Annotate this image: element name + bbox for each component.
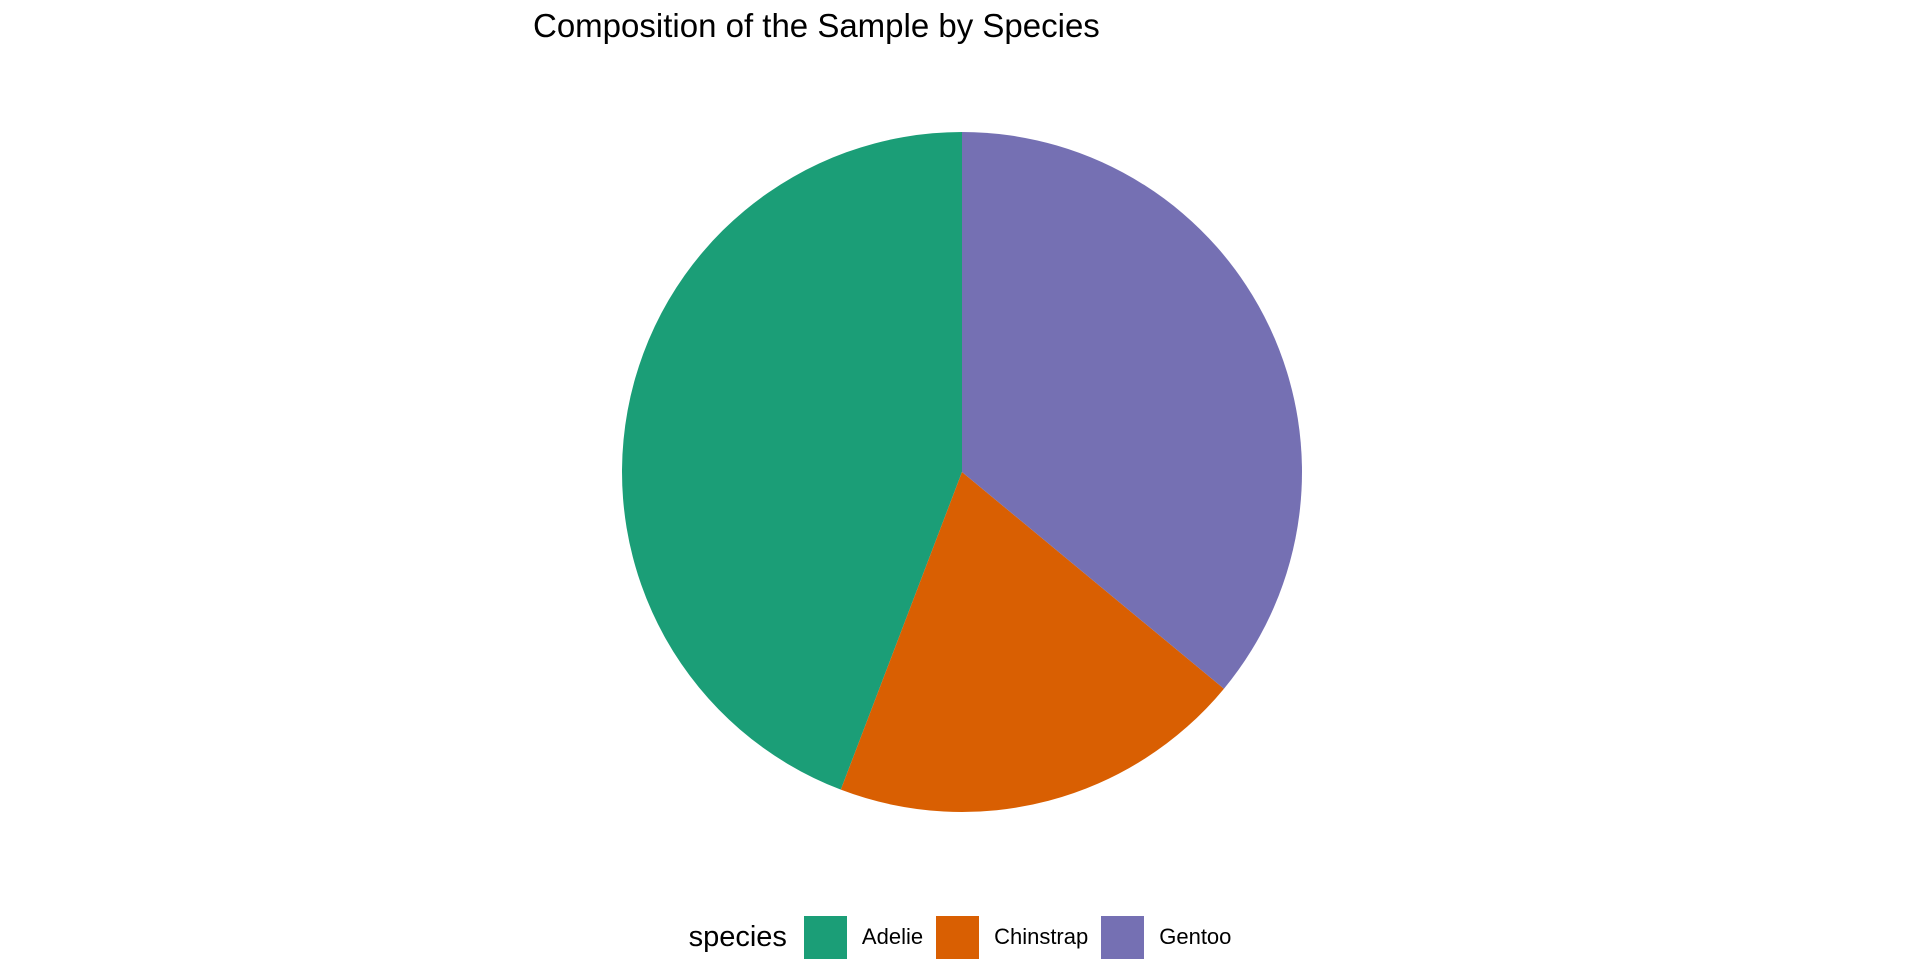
pie-slice-chinstrap — [840, 472, 1224, 812]
legend-item-adelie: Adelie — [803, 915, 924, 959]
pie-chart-area — [622, 132, 1302, 812]
chart-title: Composition of the Sample by Species — [533, 7, 1100, 44]
legend-swatch-adelie — [803, 915, 847, 959]
pie-slice-adelie — [622, 132, 962, 790]
legend-label-gentoo: Gentoo — [1159, 924, 1232, 949]
legend-title: species — [688, 920, 787, 953]
legend-item-gentoo: Gentoo — [1101, 915, 1232, 959]
legend-swatch-gentoo — [1101, 915, 1145, 959]
legend-label-adelie: Adelie — [861, 924, 924, 949]
legend-swatch-chinstrap — [936, 915, 980, 959]
legend-label-chinstrap: Chinstrap — [994, 924, 1089, 949]
pie-chart — [622, 132, 1302, 812]
legend: species Adelie Chinstrap Gentoo — [0, 915, 1920, 959]
legend-item-chinstrap: Chinstrap — [936, 915, 1089, 959]
pie-slice-gentoo — [962, 132, 1302, 689]
